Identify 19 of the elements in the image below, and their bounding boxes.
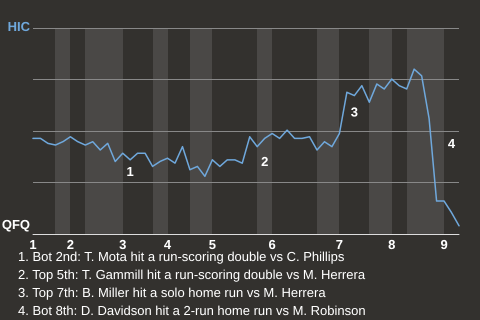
text: 4. Bot 8th: D. Davidson hit a 2-run home run vs M. Robinson xyxy=(18,303,366,318)
x-tick-label: 2 xyxy=(66,237,74,252)
annotation: 4 xyxy=(448,136,456,151)
x-tick-label: 3 xyxy=(119,237,126,252)
x-tick-label: 1 xyxy=(29,237,37,252)
x-tick-label: 8 xyxy=(388,237,396,252)
annotation: 1 xyxy=(126,164,134,179)
x-tick-label: 7 xyxy=(336,237,344,252)
annotation: 3 xyxy=(350,104,358,120)
text: QFQ xyxy=(2,217,30,232)
text: 3. Top 7th: B. Miller hit a solo home run vs M. Herrera xyxy=(18,285,326,300)
text: 1. Bot 2nd: T. Mota hit a run-scoring double vs C. Phillips xyxy=(18,249,345,264)
text: HIC xyxy=(8,19,31,34)
text: 2. Top 5th: T. Gammill hit a run-scoring double vs M. Herrera xyxy=(18,267,366,282)
x-tick-label: 4 xyxy=(164,237,172,252)
x-tick-label: 9 xyxy=(440,237,448,252)
x-tick-label: 6 xyxy=(268,237,276,252)
annotation: 2 xyxy=(261,154,268,169)
x-tick-label: 5 xyxy=(208,237,216,252)
